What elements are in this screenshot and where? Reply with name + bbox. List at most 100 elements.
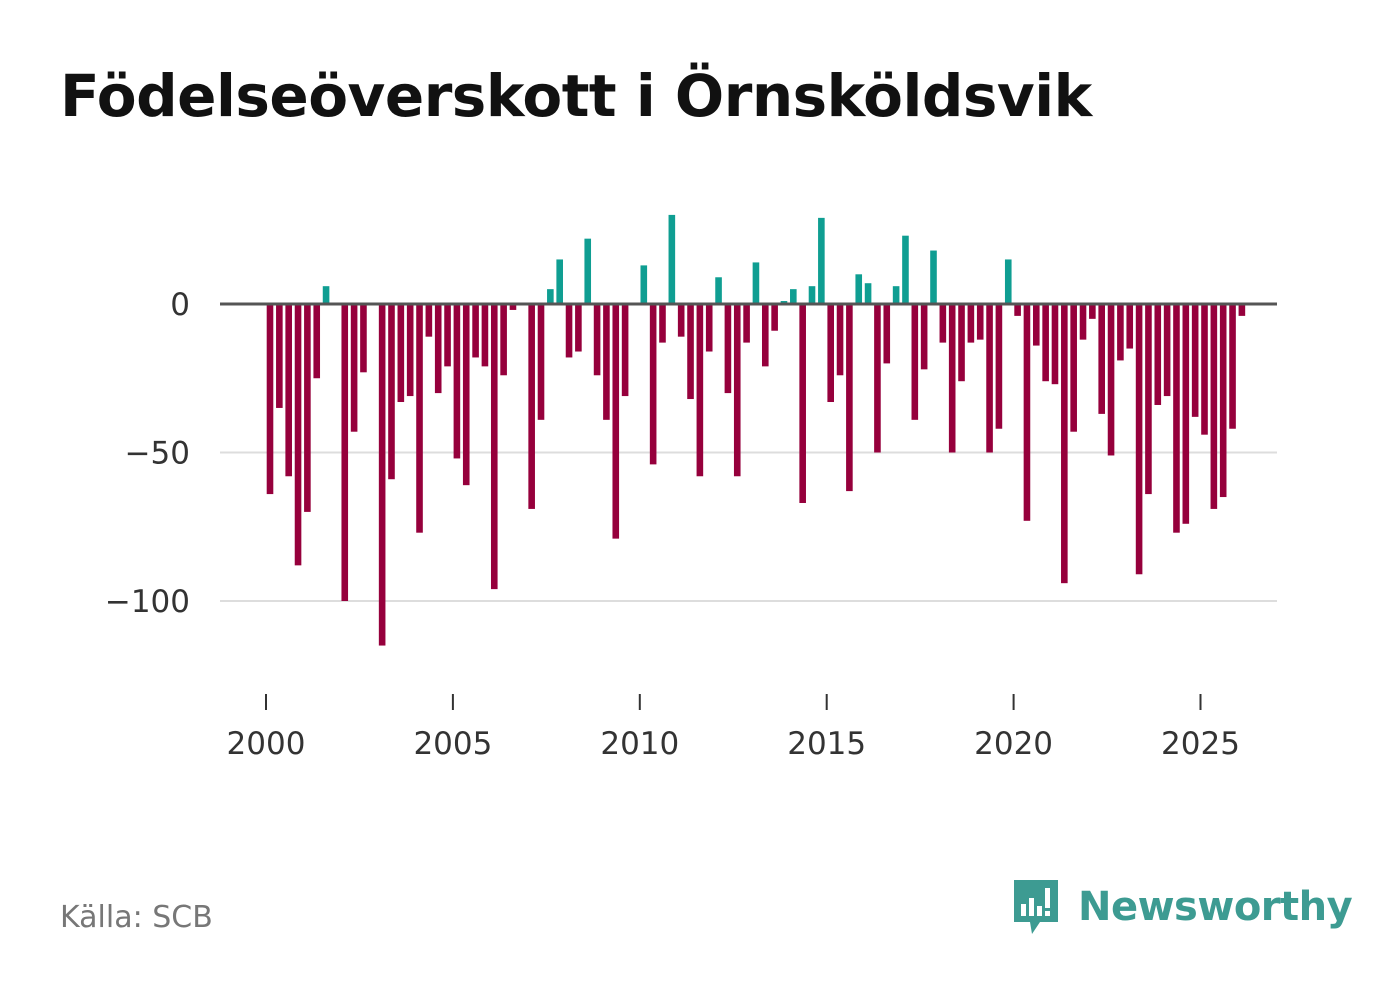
bars <box>266 214 1246 646</box>
bar <box>892 286 900 304</box>
bar <box>322 286 330 304</box>
bar <box>677 304 685 337</box>
bar <box>1126 304 1134 349</box>
bar <box>771 304 778 331</box>
bar <box>939 304 947 343</box>
bar <box>294 304 302 566</box>
bar <box>1051 304 1059 385</box>
bar <box>1154 304 1162 405</box>
axes: 0 −50 −100 2000 2005 2010 2015 2020 2025 <box>105 287 1277 762</box>
bar <box>547 289 554 304</box>
bar <box>1004 259 1012 304</box>
x-tick-label: 2015 <box>787 726 866 762</box>
bar <box>958 304 965 382</box>
bar <box>537 304 545 420</box>
bar <box>864 283 872 304</box>
bar <box>790 289 797 304</box>
bar <box>313 304 321 379</box>
bar <box>1079 304 1087 340</box>
bar <box>556 259 563 304</box>
bar <box>761 304 769 367</box>
bar <box>668 214 676 304</box>
bar <box>378 304 386 646</box>
y-tick-label: −100 <box>105 584 190 620</box>
source-label: Källa: SCB <box>60 900 213 935</box>
x-tick-label: 2010 <box>600 726 679 762</box>
bar <box>724 304 732 394</box>
bar <box>640 265 648 304</box>
bar <box>920 304 928 370</box>
bar <box>612 304 620 539</box>
bar <box>705 304 713 352</box>
bar <box>733 304 741 477</box>
bar <box>855 274 863 304</box>
bar <box>967 304 975 343</box>
bar <box>1061 304 1068 584</box>
bar <box>285 304 292 477</box>
bar <box>1173 304 1180 533</box>
bar <box>434 304 442 394</box>
bar <box>1210 304 1218 509</box>
gridlines <box>220 451 1277 602</box>
bar <box>416 304 423 533</box>
bar <box>472 304 479 358</box>
bar <box>836 304 844 376</box>
bar <box>1014 304 1021 316</box>
y-tick-label: 0 <box>170 287 190 323</box>
bar <box>986 304 993 453</box>
bar <box>453 304 461 459</box>
bar <box>1032 304 1040 346</box>
bar <box>444 304 451 367</box>
bar <box>743 304 750 343</box>
bar <box>1238 304 1246 316</box>
bar <box>621 304 629 397</box>
x-tick-label: 2000 <box>227 726 306 762</box>
y-tick-label: −50 <box>125 436 190 472</box>
bar <box>976 304 984 340</box>
bar <box>593 304 601 376</box>
bar <box>649 304 657 465</box>
bar <box>500 304 507 376</box>
bar <box>1089 304 1096 319</box>
bar <box>659 304 666 343</box>
bar <box>1182 304 1190 524</box>
bar <box>481 304 489 367</box>
bar <box>1219 304 1227 498</box>
bar <box>350 304 358 432</box>
newsworthy-logo-icon <box>1014 880 1058 934</box>
bar <box>696 304 704 477</box>
bar <box>1042 304 1049 382</box>
bar <box>808 286 816 304</box>
bar <box>1135 304 1143 575</box>
bar <box>276 304 283 408</box>
x-tick-label: 2020 <box>974 726 1053 762</box>
bar <box>995 304 1003 429</box>
bar <box>1107 304 1115 456</box>
bar <box>584 238 592 304</box>
bar <box>687 304 694 400</box>
bar <box>1070 304 1077 432</box>
bar <box>1023 304 1031 521</box>
bar <box>883 304 891 364</box>
bar <box>490 304 498 590</box>
newsworthy-logo[interactable]: Newsworthy <box>1010 876 1353 938</box>
bar <box>902 235 909 304</box>
bar <box>425 304 433 337</box>
chart-title: Födelseöverskott i Örnsköldsvik <box>60 62 1092 130</box>
bar <box>1201 304 1208 435</box>
x-tick-label: 2005 <box>413 726 492 762</box>
bar <box>1163 304 1171 397</box>
bar <box>509 304 517 310</box>
x-tick-label: 2025 <box>1161 726 1240 762</box>
bar <box>565 304 573 358</box>
bar <box>388 304 395 480</box>
bar <box>874 304 881 453</box>
bar <box>1229 304 1236 429</box>
bar <box>846 304 853 492</box>
bar <box>818 217 825 304</box>
bar <box>911 304 919 420</box>
bar <box>304 304 311 512</box>
brand-name: Newsworthy <box>1078 884 1353 930</box>
bar <box>360 304 367 373</box>
